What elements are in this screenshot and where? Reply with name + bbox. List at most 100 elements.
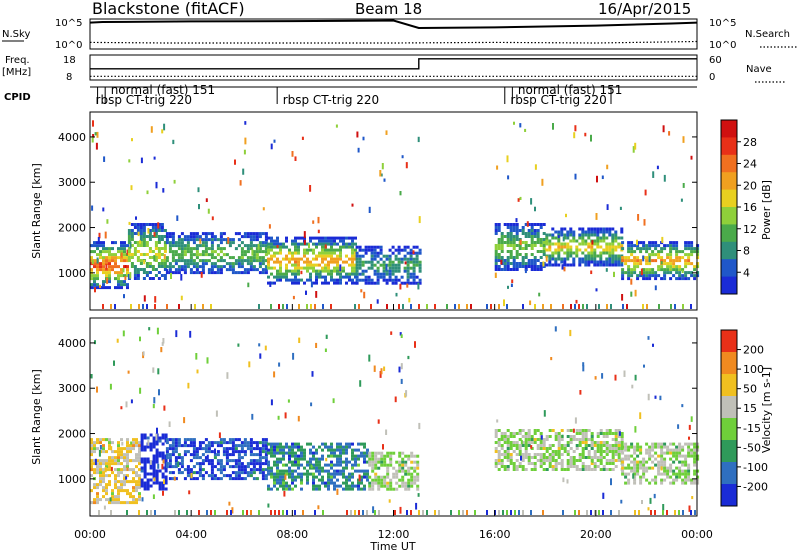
velocity-cell-360 xyxy=(164,478,168,482)
velocity-cell-539 xyxy=(219,465,223,469)
velocity-cell-1356 xyxy=(524,468,528,471)
power-cell-578 xyxy=(243,235,247,239)
velocity-cell-1009 xyxy=(351,466,354,470)
power-cell-779 xyxy=(294,275,297,279)
velocity-cell-1728 xyxy=(639,466,643,470)
power-cell-453 xyxy=(195,268,199,272)
velocity-cell-1439 xyxy=(554,462,558,465)
velocity-cell-146 xyxy=(120,489,123,493)
power-cell-933 xyxy=(339,245,342,249)
power-speck-1437 xyxy=(526,221,529,227)
velocity-cell-434 xyxy=(180,456,184,460)
power-cell-1487 xyxy=(557,257,561,261)
power-ground-1986 xyxy=(426,304,428,309)
velocity-cell-1541 xyxy=(590,438,594,441)
velocity-cell-1756 xyxy=(651,454,655,458)
velocity-cell-440 xyxy=(183,441,187,445)
velocity-speck-1249 xyxy=(417,493,420,497)
power-cell-1200 xyxy=(415,275,419,279)
power-cell-798 xyxy=(300,266,303,270)
velocity-cell-800 xyxy=(288,475,291,479)
velocity-cell-653 xyxy=(258,441,262,445)
power-cell-1489 xyxy=(560,227,564,231)
power-ground-2010 xyxy=(622,304,624,309)
velocity-cell-1294 xyxy=(506,438,510,441)
velocity-cell-1788 xyxy=(663,442,667,446)
velocity-cell-402 xyxy=(168,462,172,466)
velocity-cell-302 xyxy=(149,484,153,488)
power-cell-355 xyxy=(168,247,172,251)
velocity-cbar-tick-label-7: -200 xyxy=(743,480,768,493)
power-speck-1934 xyxy=(661,236,664,243)
velocity-cell-1267 xyxy=(497,444,501,447)
power-cell-734 xyxy=(279,278,282,282)
velocity-ground-1971 xyxy=(462,510,464,515)
power-cell-126 xyxy=(123,259,126,263)
power-cell-412 xyxy=(183,271,187,275)
time-tick-label-6: 00:00 xyxy=(681,528,713,541)
velocity-cell-731 xyxy=(273,442,276,446)
velocity-cell-116 xyxy=(114,501,117,505)
power-cell-1120 xyxy=(388,269,392,273)
power-speck-1222 xyxy=(362,136,365,141)
power-cell-99 xyxy=(117,256,120,260)
velocity-cell-1400 xyxy=(542,438,546,441)
power-ground-1971 xyxy=(286,304,288,309)
velocity-speck-687 xyxy=(190,472,193,479)
power-speck-1943 xyxy=(637,214,640,221)
power-cell-1774 xyxy=(642,277,646,281)
velocity-ground-1980 xyxy=(514,510,516,515)
power-cell-584 xyxy=(243,271,247,275)
power-cell-624 xyxy=(255,259,259,263)
power-cell-493 xyxy=(210,241,214,245)
power-cell-636 xyxy=(258,271,262,275)
power-cell-1246 xyxy=(494,265,498,268)
power-cell-1917 xyxy=(693,268,697,272)
velocity-cell-1464 xyxy=(563,450,567,453)
power-cell-1461 xyxy=(548,263,552,267)
power-cell-532 xyxy=(222,253,226,257)
power-cell-347 xyxy=(165,256,169,260)
velocity-cell-1726 xyxy=(639,460,643,464)
velocity-cell-1737 xyxy=(642,472,646,476)
power-speck-340 xyxy=(137,231,140,237)
power-cell-973 xyxy=(351,251,354,255)
power-cell-1795 xyxy=(648,277,652,281)
velocity-cell-1584 xyxy=(602,468,606,471)
power-cell-1379 xyxy=(530,268,534,271)
power-speck-1687 xyxy=(574,173,577,180)
velocity-cell-119 xyxy=(117,447,120,451)
velocity-cell-1197 xyxy=(407,457,411,461)
velocity-ground-1978 xyxy=(506,510,508,515)
velocity-cell-1884 xyxy=(693,460,697,464)
power-cell-388 xyxy=(177,265,181,269)
velocity-cell-1471 xyxy=(566,453,570,456)
power-cell-1831 xyxy=(663,262,667,266)
power-cell-1319 xyxy=(515,229,519,232)
power-speck-1436 xyxy=(524,268,527,274)
velocity-cell-1815 xyxy=(672,448,676,452)
velocity-cell-134 xyxy=(117,501,120,505)
power-cell-1384 xyxy=(533,241,537,244)
power-cell-913 xyxy=(333,257,336,261)
power-speck-1008 xyxy=(268,224,271,229)
velocity-cell-267 xyxy=(140,481,144,485)
velocity-cell-951 xyxy=(336,445,339,449)
velocity-cell-97 xyxy=(111,462,114,466)
power-speck-1002 xyxy=(339,264,342,272)
velocity-cell-162 xyxy=(126,444,129,448)
velocity-cell-1555 xyxy=(593,465,597,468)
power-cell-650 xyxy=(264,244,268,248)
velocity-cell-1770 xyxy=(657,454,661,458)
velocity-cell-1552 xyxy=(593,453,597,456)
velocity-cell-222 xyxy=(138,468,141,472)
velocity-cell-858 xyxy=(306,472,309,476)
power-cell-393 xyxy=(180,241,184,245)
power-cell-218 xyxy=(139,238,143,241)
velocity-cell-1479 xyxy=(569,441,573,444)
velocity-cell-1641 xyxy=(620,450,624,453)
power-cell-188 xyxy=(133,223,137,226)
velocity-cell-1405 xyxy=(542,456,546,459)
power-cell-824 xyxy=(309,272,312,276)
velocity-cell-1398 xyxy=(539,462,543,465)
